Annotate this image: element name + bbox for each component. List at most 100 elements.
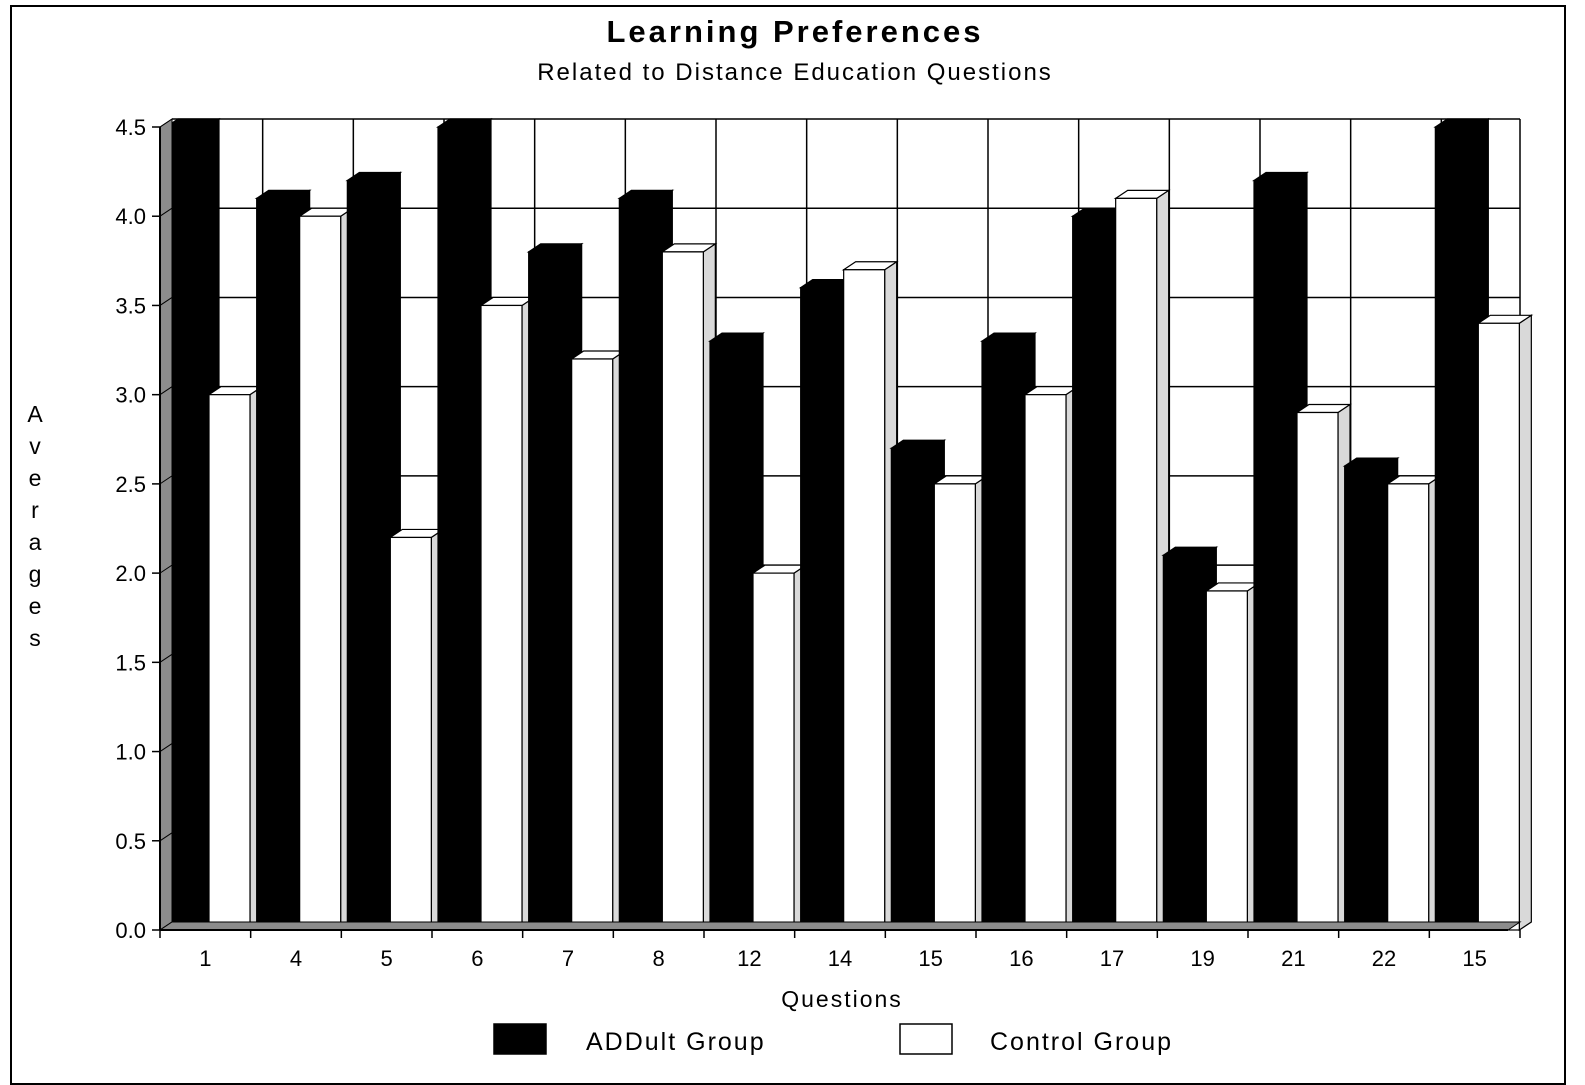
bar-front: [800, 287, 843, 931]
y-axis-label-letter: v: [29, 433, 43, 459]
bars: [164, 117, 1534, 932]
y-tick-label: 3.0: [115, 383, 146, 408]
y-tick-label: 4.5: [115, 115, 146, 140]
bar-front: [661, 251, 704, 931]
y-tick-diag: [159, 564, 173, 574]
bar-front: [843, 269, 886, 931]
y-tick-label: 0.5: [115, 829, 146, 854]
x-tick-label: 15: [1462, 946, 1486, 971]
x-tick-label: 1: [199, 946, 211, 971]
x-tick-label: 14: [828, 946, 852, 971]
y-tick-label: 2.5: [115, 472, 146, 497]
bar-control-group: [1385, 474, 1443, 932]
x-tick-label: 19: [1190, 946, 1214, 971]
x-tick-label: 8: [653, 946, 665, 971]
bar-control-group: [388, 528, 446, 932]
y-tick-diag: [159, 386, 173, 396]
bar-front: [299, 215, 342, 931]
y-tick-diag: [159, 207, 173, 217]
y-tick-label: 0.0: [115, 918, 146, 943]
bar-control-group: [479, 296, 536, 932]
y-tick-label: 2.0: [115, 561, 146, 586]
y-axis-label-letter: e: [29, 593, 44, 619]
y-axis-label-letter: a: [29, 529, 44, 555]
x-tick-label: 4: [290, 946, 302, 971]
x-tick-label: 16: [1009, 946, 1033, 971]
chart-title: Learning Preferences: [606, 14, 983, 49]
bar-front: [528, 251, 571, 931]
bar-front: [752, 572, 795, 931]
x-tick-label: 6: [471, 946, 483, 971]
bar-control-group: [932, 474, 990, 932]
legend-label-addult: ADDult Group: [586, 1028, 766, 1056]
bar-side: [1518, 314, 1532, 932]
bar-control-group: [1113, 189, 1171, 932]
y-tick-diag: [159, 743, 173, 752]
y-tick-diag: [159, 475, 173, 485]
bar-control-group: [569, 349, 627, 932]
bar-front: [571, 358, 614, 931]
bar-front: [480, 304, 523, 931]
axis-floor: [158, 921, 1522, 931]
bar-front: [890, 447, 933, 931]
bar-front: [346, 179, 389, 931]
y-tick-diag: [159, 832, 173, 842]
y-axis-label-letter: s: [29, 625, 43, 651]
legend-label-control: Control Group: [990, 1028, 1173, 1056]
bar-front: [933, 483, 976, 931]
bar-control-group: [660, 242, 718, 932]
y-tick-label: 1.0: [115, 740, 146, 765]
y-axis-label-letter: e: [29, 465, 44, 491]
bar-front: [1205, 590, 1248, 931]
bar-front: [1344, 465, 1387, 931]
bar-front: [1477, 322, 1520, 931]
x-tick-label: 22: [1372, 946, 1396, 971]
bar-front: [1253, 179, 1296, 931]
x-tick-label: 12: [737, 946, 761, 971]
bar-control-group: [1476, 314, 1534, 932]
bar-control-group: [1204, 581, 1262, 932]
x-tick-label: 17: [1100, 946, 1124, 971]
bar-front: [256, 197, 299, 931]
y-axis-label-letter: r: [31, 497, 41, 523]
y-tick-label: 4.0: [115, 204, 146, 229]
legend-swatch-addult: [493, 1023, 547, 1055]
bar-front: [981, 340, 1024, 931]
bar-front: [437, 126, 480, 931]
x-tick-label: 15: [918, 946, 942, 971]
bar-front: [208, 394, 251, 931]
bar-control-group: [297, 207, 355, 932]
y-tick-diag: [159, 118, 173, 128]
bar-front: [709, 340, 752, 931]
y-axis-label-letter: A: [27, 401, 44, 427]
x-tick-label: 7: [562, 946, 574, 971]
bar-front: [389, 536, 432, 931]
bar-front: [1072, 215, 1115, 931]
bar-control-group: [1023, 385, 1080, 932]
x-axis-label: Questions: [781, 986, 903, 1012]
bar-front: [1296, 411, 1339, 931]
bar-front: [1024, 394, 1067, 931]
x-tick-label: 5: [381, 946, 393, 971]
bar-front: [618, 197, 661, 931]
bar-front: [1387, 483, 1430, 931]
bar-control-group: [841, 260, 899, 932]
y-axis-label-letter: g: [29, 561, 44, 587]
bar-control-group: [207, 385, 264, 932]
x-tick-labels: 1 4 5 6 7 8 12 14 15 16 17 19 21 22 15: [199, 946, 1487, 971]
y-tick-label: 1.5: [115, 650, 146, 675]
legend: ADDult Group Control Group: [493, 1023, 1173, 1056]
y-tick-label: 3.5: [115, 293, 146, 318]
legend-swatch-control: [899, 1023, 953, 1055]
bar-control-group: [1295, 403, 1352, 932]
y-tick-diag: [159, 297, 173, 306]
bar-front: [1115, 197, 1158, 931]
bar-control-group: [751, 563, 808, 932]
bar-front: [1434, 126, 1477, 931]
axes: [152, 118, 1522, 938]
bar-front: [1162, 554, 1205, 931]
axis-side-wall: [159, 118, 173, 931]
y-tick-labels: 0.0 0.5 1.0 1.5 2.0 2.5 3.0 3.5 4.0 4.5: [115, 115, 146, 943]
